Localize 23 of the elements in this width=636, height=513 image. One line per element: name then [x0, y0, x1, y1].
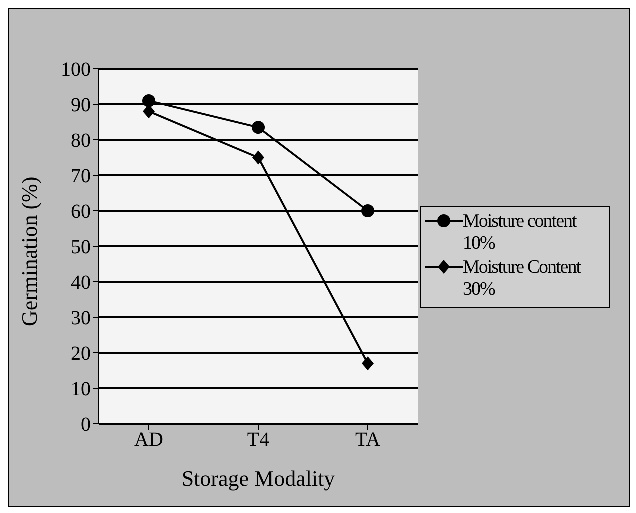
x-tick-label: T4: [247, 429, 270, 452]
point: [252, 121, 265, 134]
point: [252, 150, 264, 165]
y-tick-label: 90: [71, 94, 91, 117]
y-tick-label: 0: [81, 414, 91, 436]
point: [362, 356, 374, 371]
point: [142, 94, 156, 108]
y-tick-label: 40: [71, 272, 91, 294]
y-tick-label: 50: [71, 236, 91, 259]
y-tick-label: 10: [71, 378, 91, 401]
y-tick-label: 100: [61, 59, 91, 82]
point: [362, 204, 374, 218]
x-tick-label: AD: [134, 429, 164, 452]
y-tick-label: 20: [71, 343, 91, 366]
y-axis-title: Germination (%): [16, 176, 42, 326]
y-tick-label: 70: [71, 166, 91, 188]
y-tick-label: 60: [71, 201, 91, 224]
x-axis-title: Storage Modality: [182, 466, 336, 491]
y-tick-label: 30: [71, 308, 91, 330]
legend-label: Moisture Content 30%: [463, 256, 582, 300]
y-tick-label: 80: [71, 130, 91, 152]
legend-label: Moisture content 10%: [463, 210, 578, 254]
x-tick-label: TA: [355, 429, 382, 452]
